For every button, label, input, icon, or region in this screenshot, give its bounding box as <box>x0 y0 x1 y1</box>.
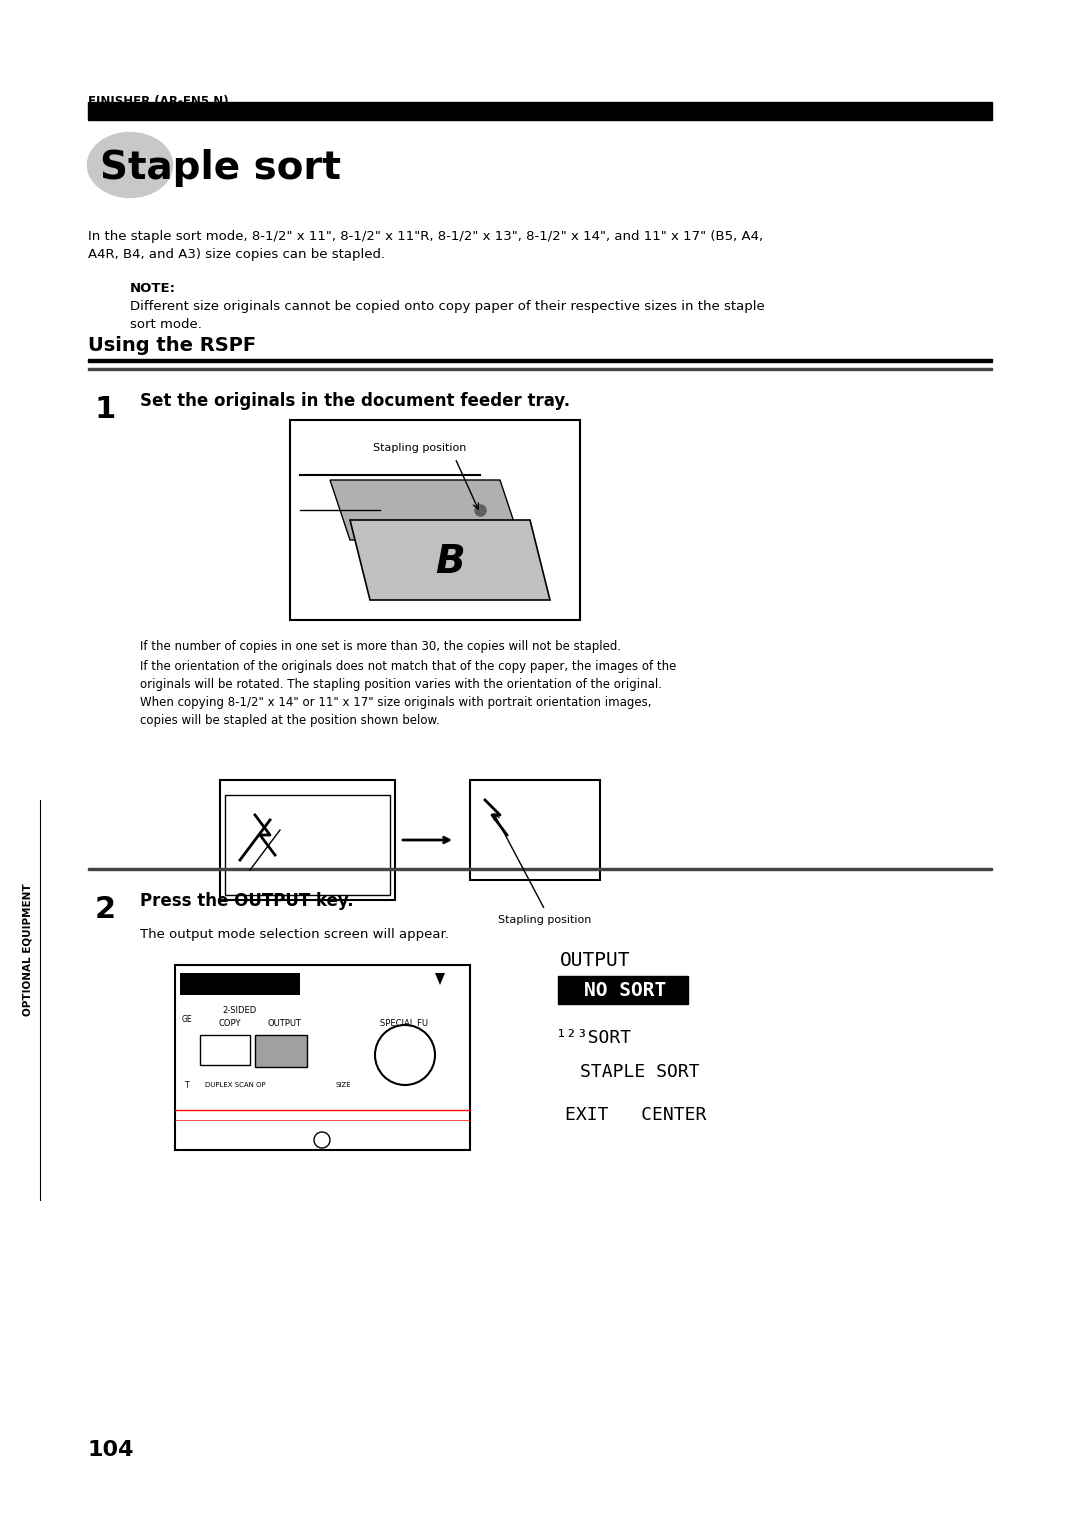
Bar <box>291 420 580 620</box>
Bar <box>558 976 688 1004</box>
Text: NOTE:: NOTE: <box>130 283 176 295</box>
Text: Press the OUTPUT key.: Press the OUTPUT key. <box>140 892 353 911</box>
Bar <box>175 966 470 1151</box>
Ellipse shape <box>87 133 173 197</box>
Text: Staple sort: Staple sort <box>100 150 341 186</box>
Text: Stapling position: Stapling position <box>498 915 592 924</box>
Circle shape <box>314 1132 330 1148</box>
Bar <box>225 795 390 895</box>
Text: COPY: COPY <box>219 1019 241 1027</box>
Text: DUPLEX SCAN OP: DUPLEX SCAN OP <box>205 1082 266 1088</box>
Bar <box>180 973 300 995</box>
Bar <box>87 102 993 121</box>
Bar <box>220 779 395 900</box>
Bar <box>255 1034 307 1067</box>
Polygon shape <box>435 973 445 986</box>
Text: Using the RSPF: Using the RSPF <box>87 336 256 354</box>
Text: Different size originals cannot be copied onto copy paper of their respective si: Different size originals cannot be copie… <box>130 299 765 332</box>
Text: OPTIONAL EQUIPMENT: OPTIONAL EQUIPMENT <box>23 883 33 1016</box>
Text: The output mode selection screen will appear.: The output mode selection screen will ap… <box>140 927 449 941</box>
Text: OUTPUT: OUTPUT <box>561 950 631 970</box>
Bar <box>87 359 993 362</box>
Text: Set the originals in the document feeder tray.: Set the originals in the document feeder… <box>140 393 570 410</box>
Text: ¹²³SORT: ¹²³SORT <box>555 1028 631 1047</box>
Bar <box>87 868 993 869</box>
Text: Stapling position: Stapling position <box>374 443 467 452</box>
Text: 2: 2 <box>95 895 117 924</box>
Polygon shape <box>330 480 519 539</box>
Polygon shape <box>350 520 550 601</box>
Text: EXIT   CENTER: EXIT CENTER <box>565 1106 706 1125</box>
Text: B: B <box>435 542 464 581</box>
Text: 1: 1 <box>95 396 117 423</box>
Text: FINISHER (AR-FN5 N): FINISHER (AR-FN5 N) <box>87 95 229 108</box>
Text: SIZE: SIZE <box>335 1082 351 1088</box>
Bar <box>200 1034 249 1065</box>
Text: T: T <box>185 1080 189 1089</box>
Text: If the number of copies in one set is more than 30, the copies will not be stapl: If the number of copies in one set is mo… <box>140 640 621 652</box>
Text: OUTPUT: OUTPUT <box>268 1019 302 1027</box>
Text: SPECIAL FU: SPECIAL FU <box>380 1019 428 1027</box>
Text: GE: GE <box>181 1016 192 1024</box>
Text: In the staple sort mode, 8-1/2" x 11", 8-1/2" x 11"R, 8-1/2" x 13", 8-1/2" x 14": In the staple sort mode, 8-1/2" x 11", 8… <box>87 231 764 261</box>
Text: 104: 104 <box>87 1439 135 1459</box>
Circle shape <box>375 1025 435 1085</box>
Bar <box>470 779 600 880</box>
Bar <box>87 368 993 370</box>
Text: 2-SIDED: 2-SIDED <box>222 1005 257 1015</box>
Text: NO SORT: NO SORT <box>584 981 666 999</box>
Text: If the orientation of the originals does not match that of the copy paper, the i: If the orientation of the originals does… <box>140 660 676 727</box>
Text: STAPLE SORT: STAPLE SORT <box>580 1063 700 1080</box>
